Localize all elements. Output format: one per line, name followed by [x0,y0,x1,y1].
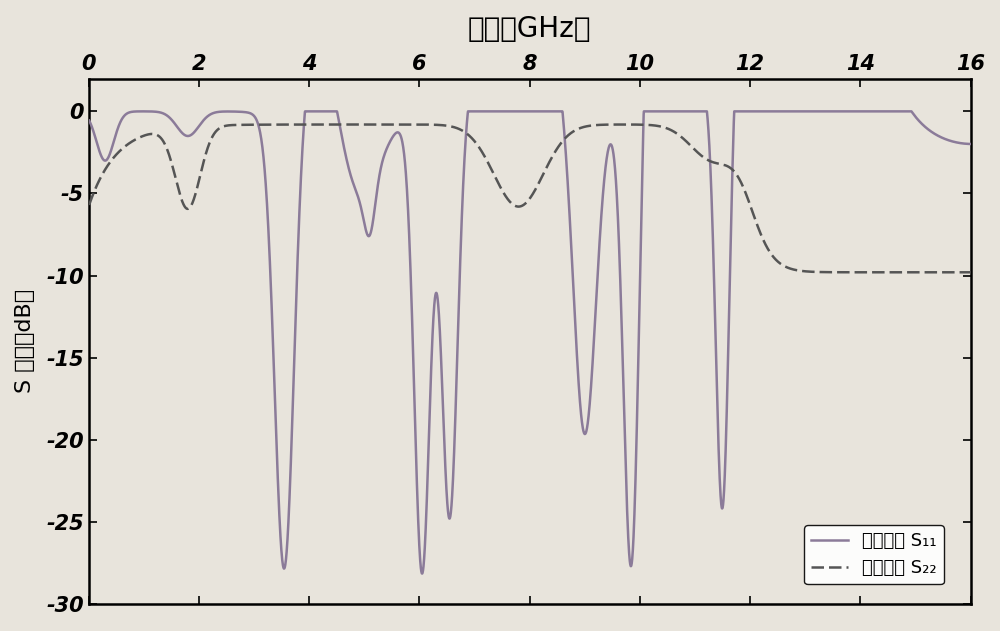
回波损耗 S₁₁ [299,107,311,115]
回波损耗 S₁₁ [964,140,976,148]
插入损耗 S₂₂ [388,121,400,128]
插入损耗 S₂₂ [461,130,473,138]
插入损耗 S₂₂ [964,269,976,276]
Y-axis label: S 曲线（dB）: S 曲线（dB） [15,289,35,393]
回波损耗 S₁₁ [461,119,473,127]
回波损耗 S₁₁ [454,269,466,276]
Line: 插入损耗 S₂₂: 插入损耗 S₂₂ [89,124,970,273]
插入损耗 S₂₂ [502,196,514,203]
回波损耗 S₁₁ [502,107,514,115]
回波损耗 S₁₁ [938,134,950,142]
插入损耗 S₂₂ [83,201,95,209]
Line: 回波损耗 S₁₁: 回波损耗 S₁₁ [89,111,970,574]
X-axis label: 频率（GHz）: 频率（GHz） [468,15,591,43]
插入损耗 S₂₂ [894,269,906,276]
回波损耗 S₁₁ [894,107,906,115]
插入损耗 S₂₂ [454,126,466,133]
Legend: 回波损耗 S₁₁, 插入损耗 S₂₂: 回波损耗 S₁₁, 插入损耗 S₂₂ [804,525,944,584]
回波损耗 S₁₁ [83,117,95,124]
插入损耗 S₂₂ [938,269,950,276]
回波损耗 S₁₁ [416,570,428,577]
插入损耗 S₂₂ [724,163,736,171]
回波损耗 S₁₁ [724,274,736,282]
